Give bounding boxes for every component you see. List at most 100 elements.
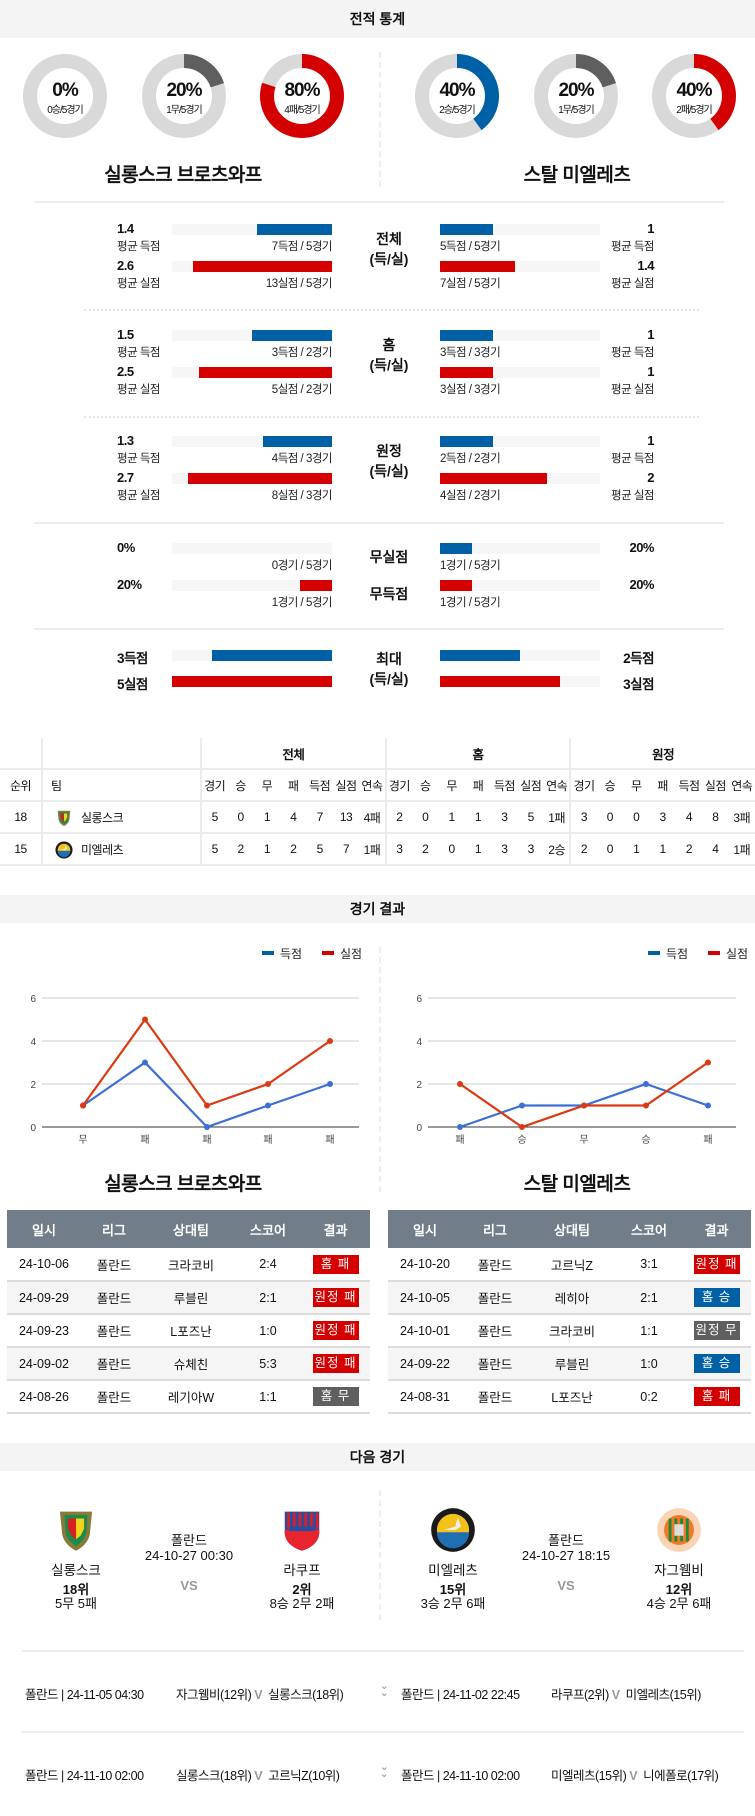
column-header: 득점 (306, 769, 333, 802)
result-date: 24-08-26 (7, 1380, 81, 1414)
data-point-scored (327, 1081, 333, 1087)
group-header: 홈 (385, 738, 572, 770)
home-team-rank: 15위 (439, 1582, 467, 1597)
donut-chart: 40% 2패/5경기 (652, 54, 736, 138)
logo-stripe (315, 1512, 319, 1529)
column-header: 상대팀 (147, 1210, 235, 1248)
divider (379, 947, 381, 1192)
y-tick-label: 2 (30, 1080, 36, 1091)
result-date: 24-10-20 (388, 1248, 462, 1282)
right-stat-value: 1 (647, 221, 654, 236)
upcoming-away-team: 미엘레츠(15위) (625, 1688, 702, 1702)
right-stat-value: 1 (647, 327, 654, 342)
donut-track (23, 54, 107, 138)
y-tick-label: 0 (416, 1123, 422, 1134)
stat-cell: 5 (201, 833, 228, 866)
left-stat-bar (172, 436, 332, 447)
logo-shape (284, 1530, 320, 1551)
stat-center-sublabel: (득/실) (369, 250, 409, 267)
mielec-logo (55, 841, 73, 859)
vs-label: VS (557, 1578, 575, 1593)
stat-cell: 7 (306, 801, 333, 834)
result-cell: 원정 패 (301, 1347, 370, 1381)
bar-fill (256, 224, 332, 235)
donut-ring (534, 54, 618, 138)
upcoming-match[interactable]: 실롱스크(18위) V 고르닉Z(10위) (176, 1765, 340, 1784)
stat-cell: 8 (702, 801, 729, 834)
mielec-logo (431, 1508, 475, 1552)
divider (379, 1490, 381, 1620)
upcoming-match[interactable]: 라쿠프(2위) V 미엘레츠(15위) (551, 1684, 701, 1703)
upcoming-home-team: 미엘레츠(15위) (551, 1769, 627, 1783)
vs-label: VS (180, 1578, 198, 1593)
logo-stripe (292, 1512, 296, 1529)
result-cell: 원정 무 (682, 1314, 751, 1348)
result-score: 3:1 (616, 1248, 682, 1282)
x-tick-label: 승 (517, 1134, 526, 1146)
left-stat-bar (172, 676, 332, 687)
right-stat-bar (440, 650, 600, 661)
column-header: 득점 (675, 769, 703, 802)
stat-center-label: 무실점 (369, 549, 409, 565)
result-row: 24-09-02 폴란드 슈체친 5:3 원정 패 (7, 1347, 370, 1381)
stat-center-label: 최대 (376, 651, 402, 667)
right-stat-bar (440, 580, 600, 591)
donut-chart: 0% 0승/5경기 (23, 54, 107, 138)
result-cell: 홈 승 (682, 1347, 751, 1381)
right-stat-caption: 평균 득점 (610, 453, 655, 465)
donut-ring (415, 54, 499, 138)
stat-cell: 3 (491, 801, 518, 834)
team-name: 미엘레츠 (81, 842, 124, 857)
right-stat-detail: 3실점 / 3경기 (440, 384, 501, 396)
result-cell: 홈 승 (682, 1281, 751, 1315)
result-league: 폴란드 (81, 1248, 147, 1282)
result-cell: 원정 패 (682, 1248, 751, 1282)
upcoming-match[interactable]: 미엘레츠(15위) V 니에폴로(17위) (551, 1765, 719, 1784)
upcoming-home-team: 자그웸비(12위) (176, 1688, 252, 1702)
result-date: 24-09-29 (7, 1281, 81, 1315)
bar-fill (440, 436, 493, 447)
column-header: 리그 (81, 1210, 147, 1248)
donut-chart: 40% 2승/5경기 (415, 54, 499, 138)
column-header: 스코어 (616, 1210, 682, 1248)
team-cell: 실롱스크 (42, 801, 202, 834)
group-header: 전체 (201, 738, 387, 770)
x-tick-label: 패 (325, 1134, 334, 1146)
column-header: 실점 (702, 769, 729, 802)
result-league: 폴란드 (462, 1380, 528, 1414)
donut-caption: 1무/5경기 (558, 105, 595, 116)
stat-cell: 1 (649, 833, 676, 866)
result-badge: 원정 패 (312, 1288, 359, 1307)
left-stat-value: 20% (117, 577, 142, 592)
divider (84, 416, 699, 418)
result-score: 1:0 (235, 1314, 301, 1348)
result-row: 24-08-26 폴란드 레기아W 1:1 홈 무 (7, 1380, 370, 1414)
bar-fill (440, 543, 472, 554)
right-stat-detail: 2득점 / 2경기 (440, 453, 501, 465)
right-stat-value: 1.4 (637, 258, 654, 273)
logo-bird (443, 1517, 462, 1530)
column-header: 무 (623, 769, 650, 802)
result-league: 폴란드 (462, 1281, 528, 1315)
upcoming-away-team: 실롱스크(18위) (268, 1688, 344, 1702)
divider (22, 1650, 744, 1652)
right-stat-bar (440, 543, 600, 554)
stat-cell: 1 (253, 833, 281, 866)
home-team-name: 실롱스크 (51, 1563, 101, 1578)
column-header: 패 (464, 769, 492, 802)
results-header-row: 일시 리그 상대팀 스코어 결과 (388, 1210, 751, 1248)
left-stat-bar (172, 473, 332, 484)
column-header: 실점 (332, 769, 360, 802)
upcoming-match[interactable]: 자그웸비(12위) V 실롱스크(18위) (176, 1684, 344, 1703)
donut-caption: 2패/5경기 (676, 105, 713, 116)
group-header: 원정 (570, 738, 755, 770)
right-stat-caption: 평균 득점 (610, 347, 655, 359)
donut-percent: 80% (284, 80, 320, 101)
column-header: 스코어 (235, 1210, 301, 1248)
slask-logo (57, 810, 71, 827)
logo-shape (64, 813, 68, 822)
y-tick-label: 4 (30, 1037, 36, 1048)
upcoming-home-team: 라쿠프(2위) (551, 1688, 609, 1702)
logo-stripe (298, 1512, 302, 1529)
rakow-logo (284, 1511, 320, 1551)
